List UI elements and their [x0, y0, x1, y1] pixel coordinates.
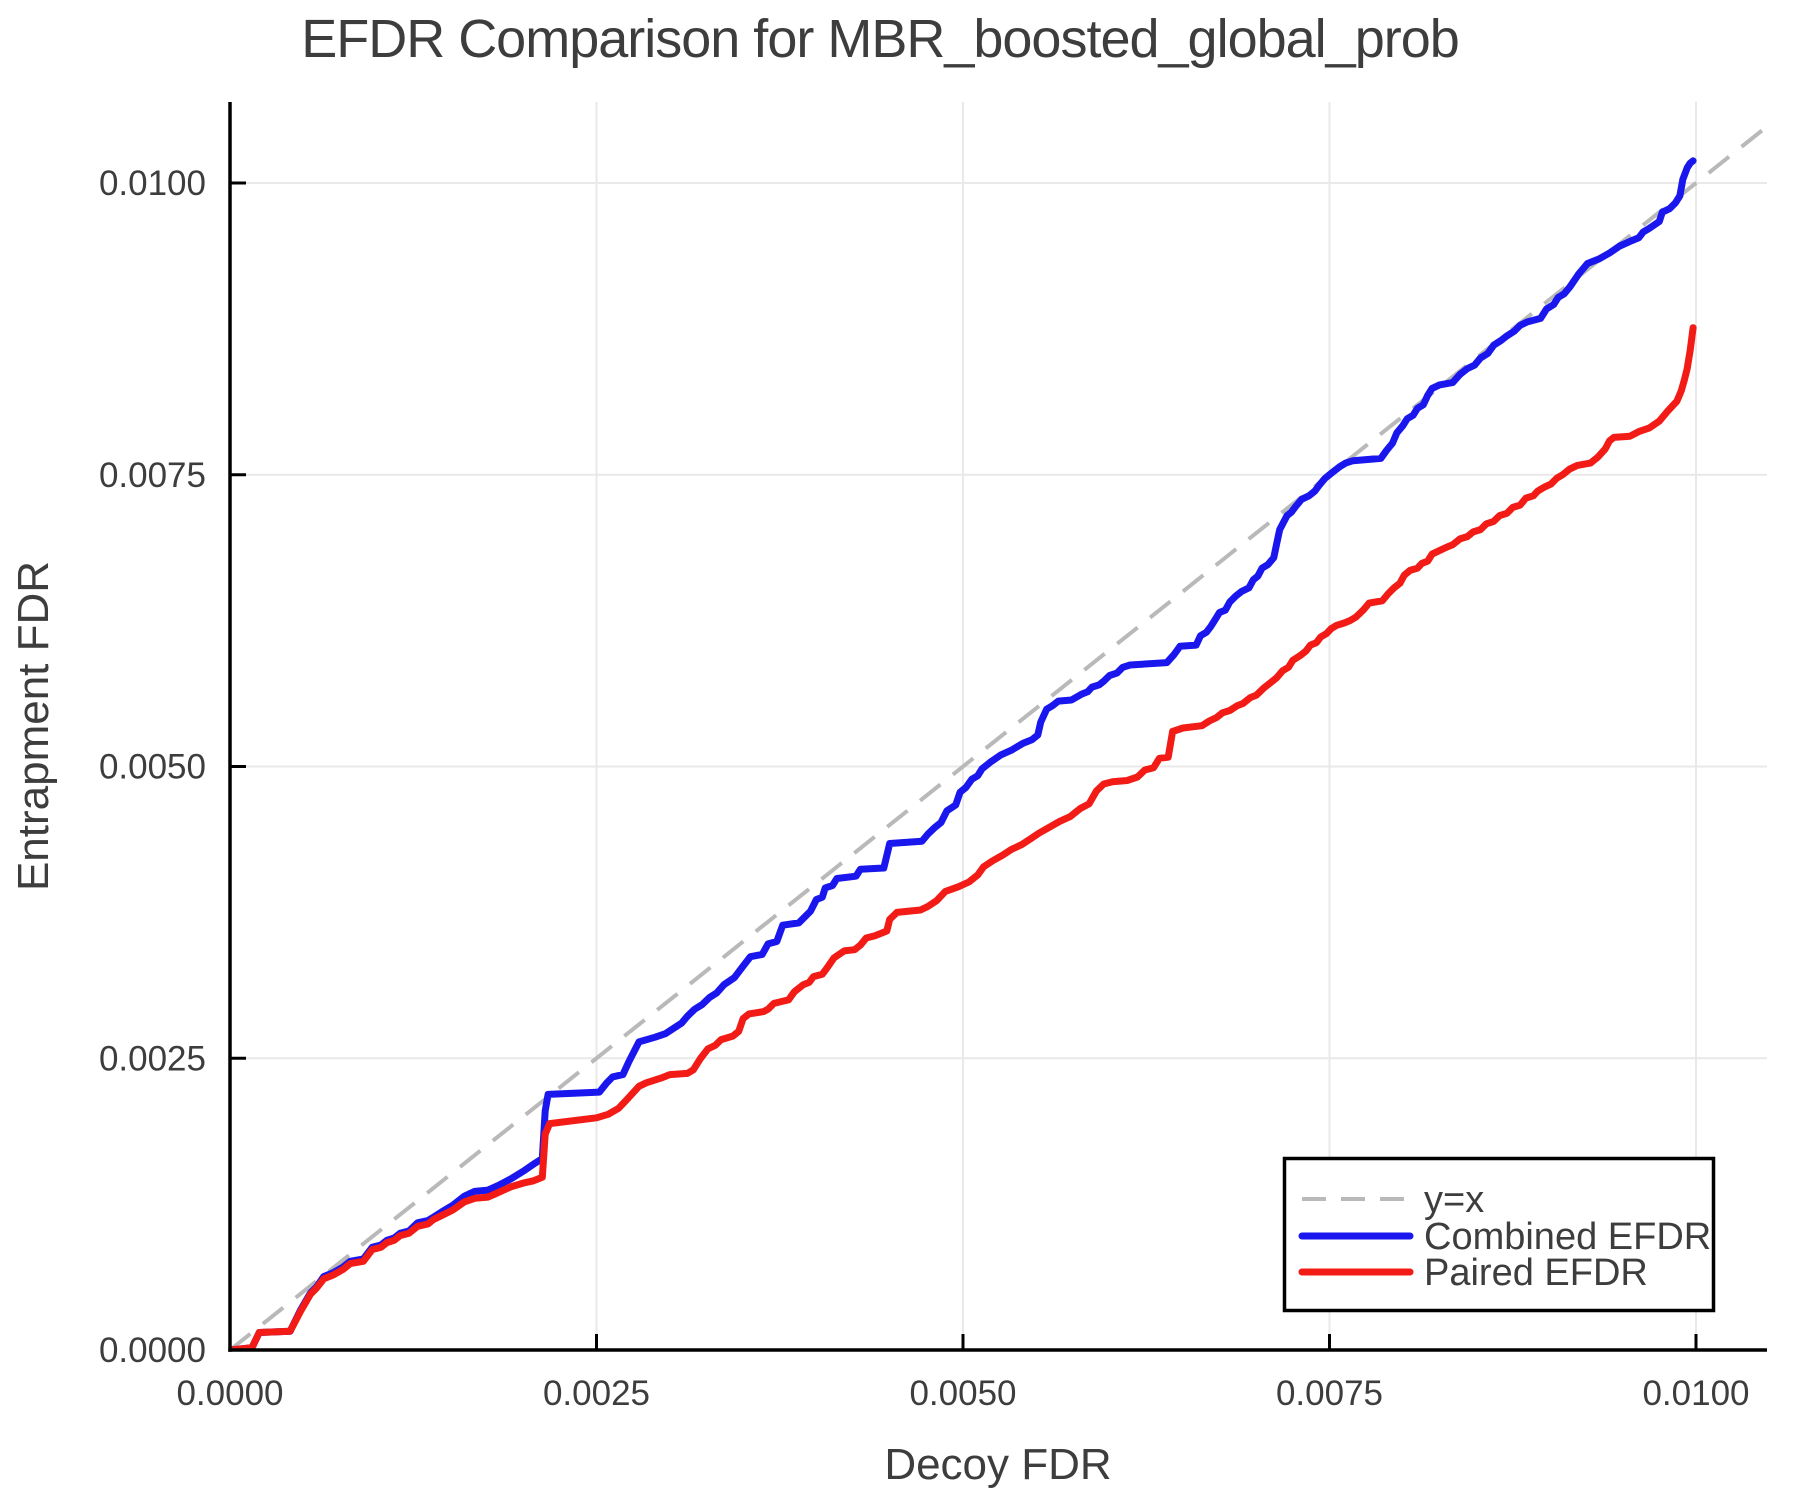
gridlines [230, 102, 1767, 1350]
legend: y=x Combined EFDR Paired EFDR [1282, 1156, 1716, 1313]
axes-spines-and-ticks [228, 102, 1767, 1352]
series-paired-efdr-line [230, 324, 1697, 1350]
x-tick-label: 0.0000 [176, 1374, 283, 1413]
x-tick-label: 0.0025 [543, 1374, 650, 1413]
x-tick-label: 0.0100 [1642, 1374, 1749, 1413]
tick-labels: 0.0000 0.0025 0.0050 0.0075 0.0100 0.0000 0.00… [99, 164, 1750, 1413]
series-y-x-line [230, 124, 1767, 1350]
y-tick-label: 0.0000 [99, 1331, 206, 1370]
x-tick-label: 0.0050 [909, 1374, 1016, 1413]
y-tick-label: 0.0025 [99, 1039, 206, 1078]
y-tick-label: 0.0050 [99, 748, 206, 787]
legend-label-combined-efdr: Combined EFDR [1424, 1216, 1711, 1258]
y-tick-label: 0.0075 [99, 456, 206, 495]
series-lines [230, 124, 1767, 1350]
y-axis-label: Entrapment FDR [9, 561, 58, 891]
chart-title: EFDR Comparison for MBR_boosted_global_p… [301, 9, 1459, 69]
legend-label-yx: y=x [1424, 1179, 1484, 1221]
y-tick-label: 0.0100 [99, 164, 206, 203]
x-axis-label: Decoy FDR [884, 1440, 1111, 1489]
x-tick-label: 0.0075 [1276, 1374, 1383, 1413]
legend-label-paired-efdr: Paired EFDR [1424, 1252, 1648, 1294]
